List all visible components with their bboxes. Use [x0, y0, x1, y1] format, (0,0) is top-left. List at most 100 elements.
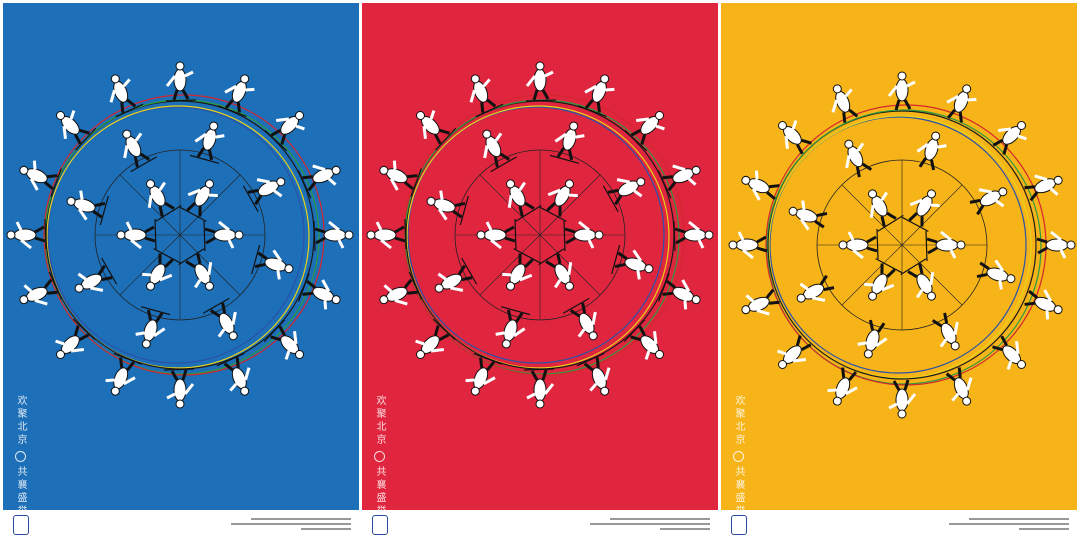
athlete-figure	[523, 368, 555, 409]
athlete-limb	[869, 204, 875, 218]
athlete-limb	[857, 341, 867, 346]
athlete-head	[1066, 240, 1076, 250]
athlete-figure	[539, 179, 578, 222]
athlete-limb	[816, 211, 828, 218]
athlete-head	[116, 230, 126, 240]
ski	[549, 154, 580, 164]
athlete-limb	[920, 216, 924, 227]
athlete-limb	[229, 382, 238, 392]
athlete-head	[366, 230, 376, 240]
ski	[404, 218, 407, 250]
athlete-head	[565, 281, 574, 291]
athlete-limb	[502, 272, 512, 277]
athlete-head	[704, 230, 714, 240]
ski	[490, 156, 518, 173]
athlete-limb	[164, 258, 174, 268]
athlete-limb	[1050, 230, 1062, 242]
athlete-limb	[126, 361, 136, 372]
athlete-limb	[1029, 191, 1039, 202]
athlete-limb	[792, 358, 806, 363]
olympic-ring-line	[407, 106, 665, 364]
athlete-limb	[1059, 249, 1067, 259]
athlete-limb	[465, 378, 475, 383]
athlete-figure	[864, 258, 903, 301]
athlete-head	[55, 350, 65, 360]
athlete-limb	[886, 211, 897, 220]
ski	[539, 206, 567, 222]
athlete-body	[213, 228, 237, 242]
athlete-limb	[146, 309, 153, 321]
athlete-limb	[499, 152, 511, 161]
athlete-limb	[544, 70, 554, 78]
athlete-limb	[314, 227, 326, 234]
athlete-limb	[957, 367, 962, 378]
athlete-limb	[479, 357, 484, 368]
athlete-limb	[930, 203, 940, 208]
athlete-limb	[315, 236, 326, 245]
athlete-limb	[556, 253, 562, 265]
athlete-limb	[181, 89, 190, 100]
athlete-body	[895, 78, 909, 102]
athlete-figure	[179, 179, 218, 222]
athlete-head	[19, 165, 29, 175]
athlete-head	[110, 386, 120, 396]
athlete-figure	[931, 312, 960, 351]
athlete-head	[897, 409, 907, 419]
athlete-figure	[844, 139, 873, 178]
ski	[459, 195, 469, 226]
athlete-limb	[614, 262, 626, 269]
athlete-head	[962, 396, 972, 406]
athlete-limb	[607, 188, 619, 194]
athlete-figure	[313, 220, 354, 252]
athlete-limb	[636, 270, 641, 280]
athlete-limb	[1043, 289, 1053, 302]
ski	[203, 220, 206, 252]
athlete-figure	[857, 319, 888, 359]
poster-red: 欢聚北京共襄盛举	[362, 3, 718, 540]
athlete-limb	[903, 99, 912, 110]
athlete-figure	[116, 218, 157, 250]
athlete-limb	[74, 133, 82, 145]
athlete-figure	[562, 297, 598, 341]
athlete-limb	[632, 249, 643, 262]
athlete-limb	[438, 333, 450, 341]
athlete-head	[844, 139, 854, 149]
ski	[165, 99, 197, 102]
emblem	[372, 515, 388, 535]
athlete-limb	[215, 134, 225, 139]
slogan-top: 欢聚北京	[15, 395, 26, 447]
footer-note	[590, 515, 710, 537]
ski	[410, 168, 422, 197]
athlete-body	[533, 68, 547, 92]
athlete-limb	[407, 174, 418, 179]
athlete-limb	[847, 231, 855, 241]
athlete-figure	[888, 379, 917, 419]
athlete-limb	[506, 309, 513, 321]
athlete-limb	[856, 142, 865, 152]
athlete-limb	[434, 133, 442, 145]
ski	[297, 170, 312, 199]
athlete-limb	[302, 291, 313, 296]
athlete-limb	[524, 201, 535, 210]
athlete-limb	[120, 102, 125, 113]
athlete-limb	[223, 362, 234, 372]
athlete-head	[426, 196, 436, 206]
athlete-head	[240, 386, 250, 396]
spoke	[119, 234, 181, 296]
athlete-figure	[202, 297, 238, 341]
athlete-limb	[186, 202, 196, 212]
athlete-limb	[194, 132, 207, 143]
athlete-head	[868, 189, 877, 199]
athlete-limb	[630, 129, 642, 137]
athlete-limb	[518, 181, 527, 191]
athlete-head	[276, 177, 286, 187]
athlete-limb	[392, 160, 397, 170]
athlete-limb	[486, 361, 496, 372]
athlete-limb	[765, 288, 775, 299]
athlete-head	[146, 281, 155, 291]
athlete-head	[600, 74, 610, 84]
athlete-limb	[302, 175, 313, 180]
athlete-limb	[583, 362, 594, 372]
athlete-body	[123, 228, 147, 242]
athlete-limb	[92, 210, 103, 219]
